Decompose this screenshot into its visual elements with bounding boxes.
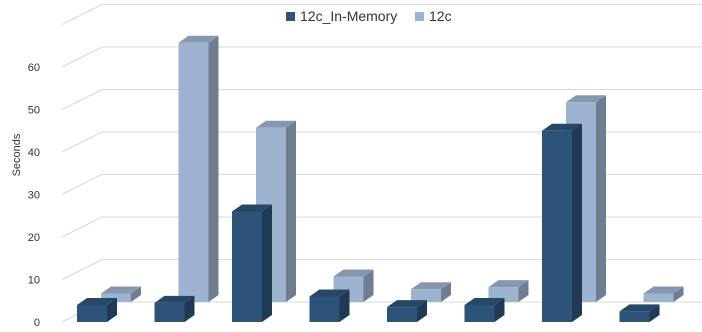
y-tick-label: 20 [28,232,40,244]
legend-swatch [286,12,295,21]
y-tick-label: 50 [28,105,40,117]
bar-top [411,282,451,290]
series-12c-bars [101,35,684,302]
legend-item: 12c_In-Memory [286,8,397,24]
bar-top [77,298,117,305]
bar-top [619,304,660,312]
bar-side [184,295,195,322]
bar-front [232,211,262,322]
bar-top [101,286,141,294]
bar-12c [178,35,219,302]
bar-front [411,289,441,302]
bar-top [387,300,427,308]
bar-side [262,204,272,322]
bar-12c-in-memory [619,304,660,322]
bar-12c-in-memory [154,295,195,322]
bar-top [309,289,350,297]
bar-top [464,298,505,305]
bar-front [154,302,185,322]
bar-top [333,269,374,277]
bar-top [256,120,296,128]
bar-front [77,305,107,322]
y-axis-label: Seconds [11,133,23,176]
bar-12c-in-memory [232,204,272,322]
y-tick-label: 60 [28,62,40,74]
bar-12c-in-memory [77,298,117,322]
bar-side [107,298,117,322]
bar-front [178,42,209,302]
bar-side [441,282,451,302]
gridline [61,174,702,195]
bar-front [309,296,340,322]
bar-front [542,130,572,322]
bar-side [131,286,141,302]
bar-12c [643,286,684,302]
bar-side [286,120,296,302]
bar-12c-in-memory [309,289,350,322]
series-12c-in-memory-bars [77,123,660,322]
bar-top [232,204,272,212]
legend-item: 12c [415,8,452,24]
bar-front [387,307,417,322]
bar-side [339,289,350,322]
bar-top [643,286,684,294]
bar-top [542,123,582,131]
bar-front [101,293,131,302]
bar-front [619,311,650,322]
bar-front [464,305,495,322]
bar-side [596,95,606,302]
bar-side [417,300,427,322]
bar-top [154,295,195,303]
bar-top [178,35,219,43]
bar-12c-in-memory [464,298,505,322]
bar-side [572,123,582,322]
y-tick-label: 0 [34,317,40,329]
bar-side [673,286,684,302]
gridline [61,89,702,110]
gridline [61,216,702,238]
gridline [61,46,702,68]
bar-side [649,304,660,322]
y-axis-ticks: 0 10 20 30 40 50 60 [28,62,40,329]
bar-side [208,35,219,302]
bar-front [643,293,674,302]
bar-12c [101,286,141,302]
legend-label: 12c [429,8,452,24]
y-tick-label: 40 [28,147,40,159]
legend-swatch [415,12,424,21]
gridlines [61,4,702,323]
bar-side [518,280,529,302]
y-tick-label: 10 [28,275,40,287]
bar-12c [411,282,451,302]
bar-top [488,280,529,288]
legend: 12c_In-Memory 12c [286,8,452,24]
bar-side [494,298,505,322]
gridline [61,259,702,280]
gridline [61,131,702,153]
bar-side [363,269,374,302]
gridline [61,4,702,25]
bar-12c-in-memory [387,300,427,322]
legend-label: 12c_In-Memory [300,8,397,24]
bar-12c-in-memory [542,123,582,322]
bar-top [566,95,606,103]
y-tick-label: 30 [28,190,40,202]
